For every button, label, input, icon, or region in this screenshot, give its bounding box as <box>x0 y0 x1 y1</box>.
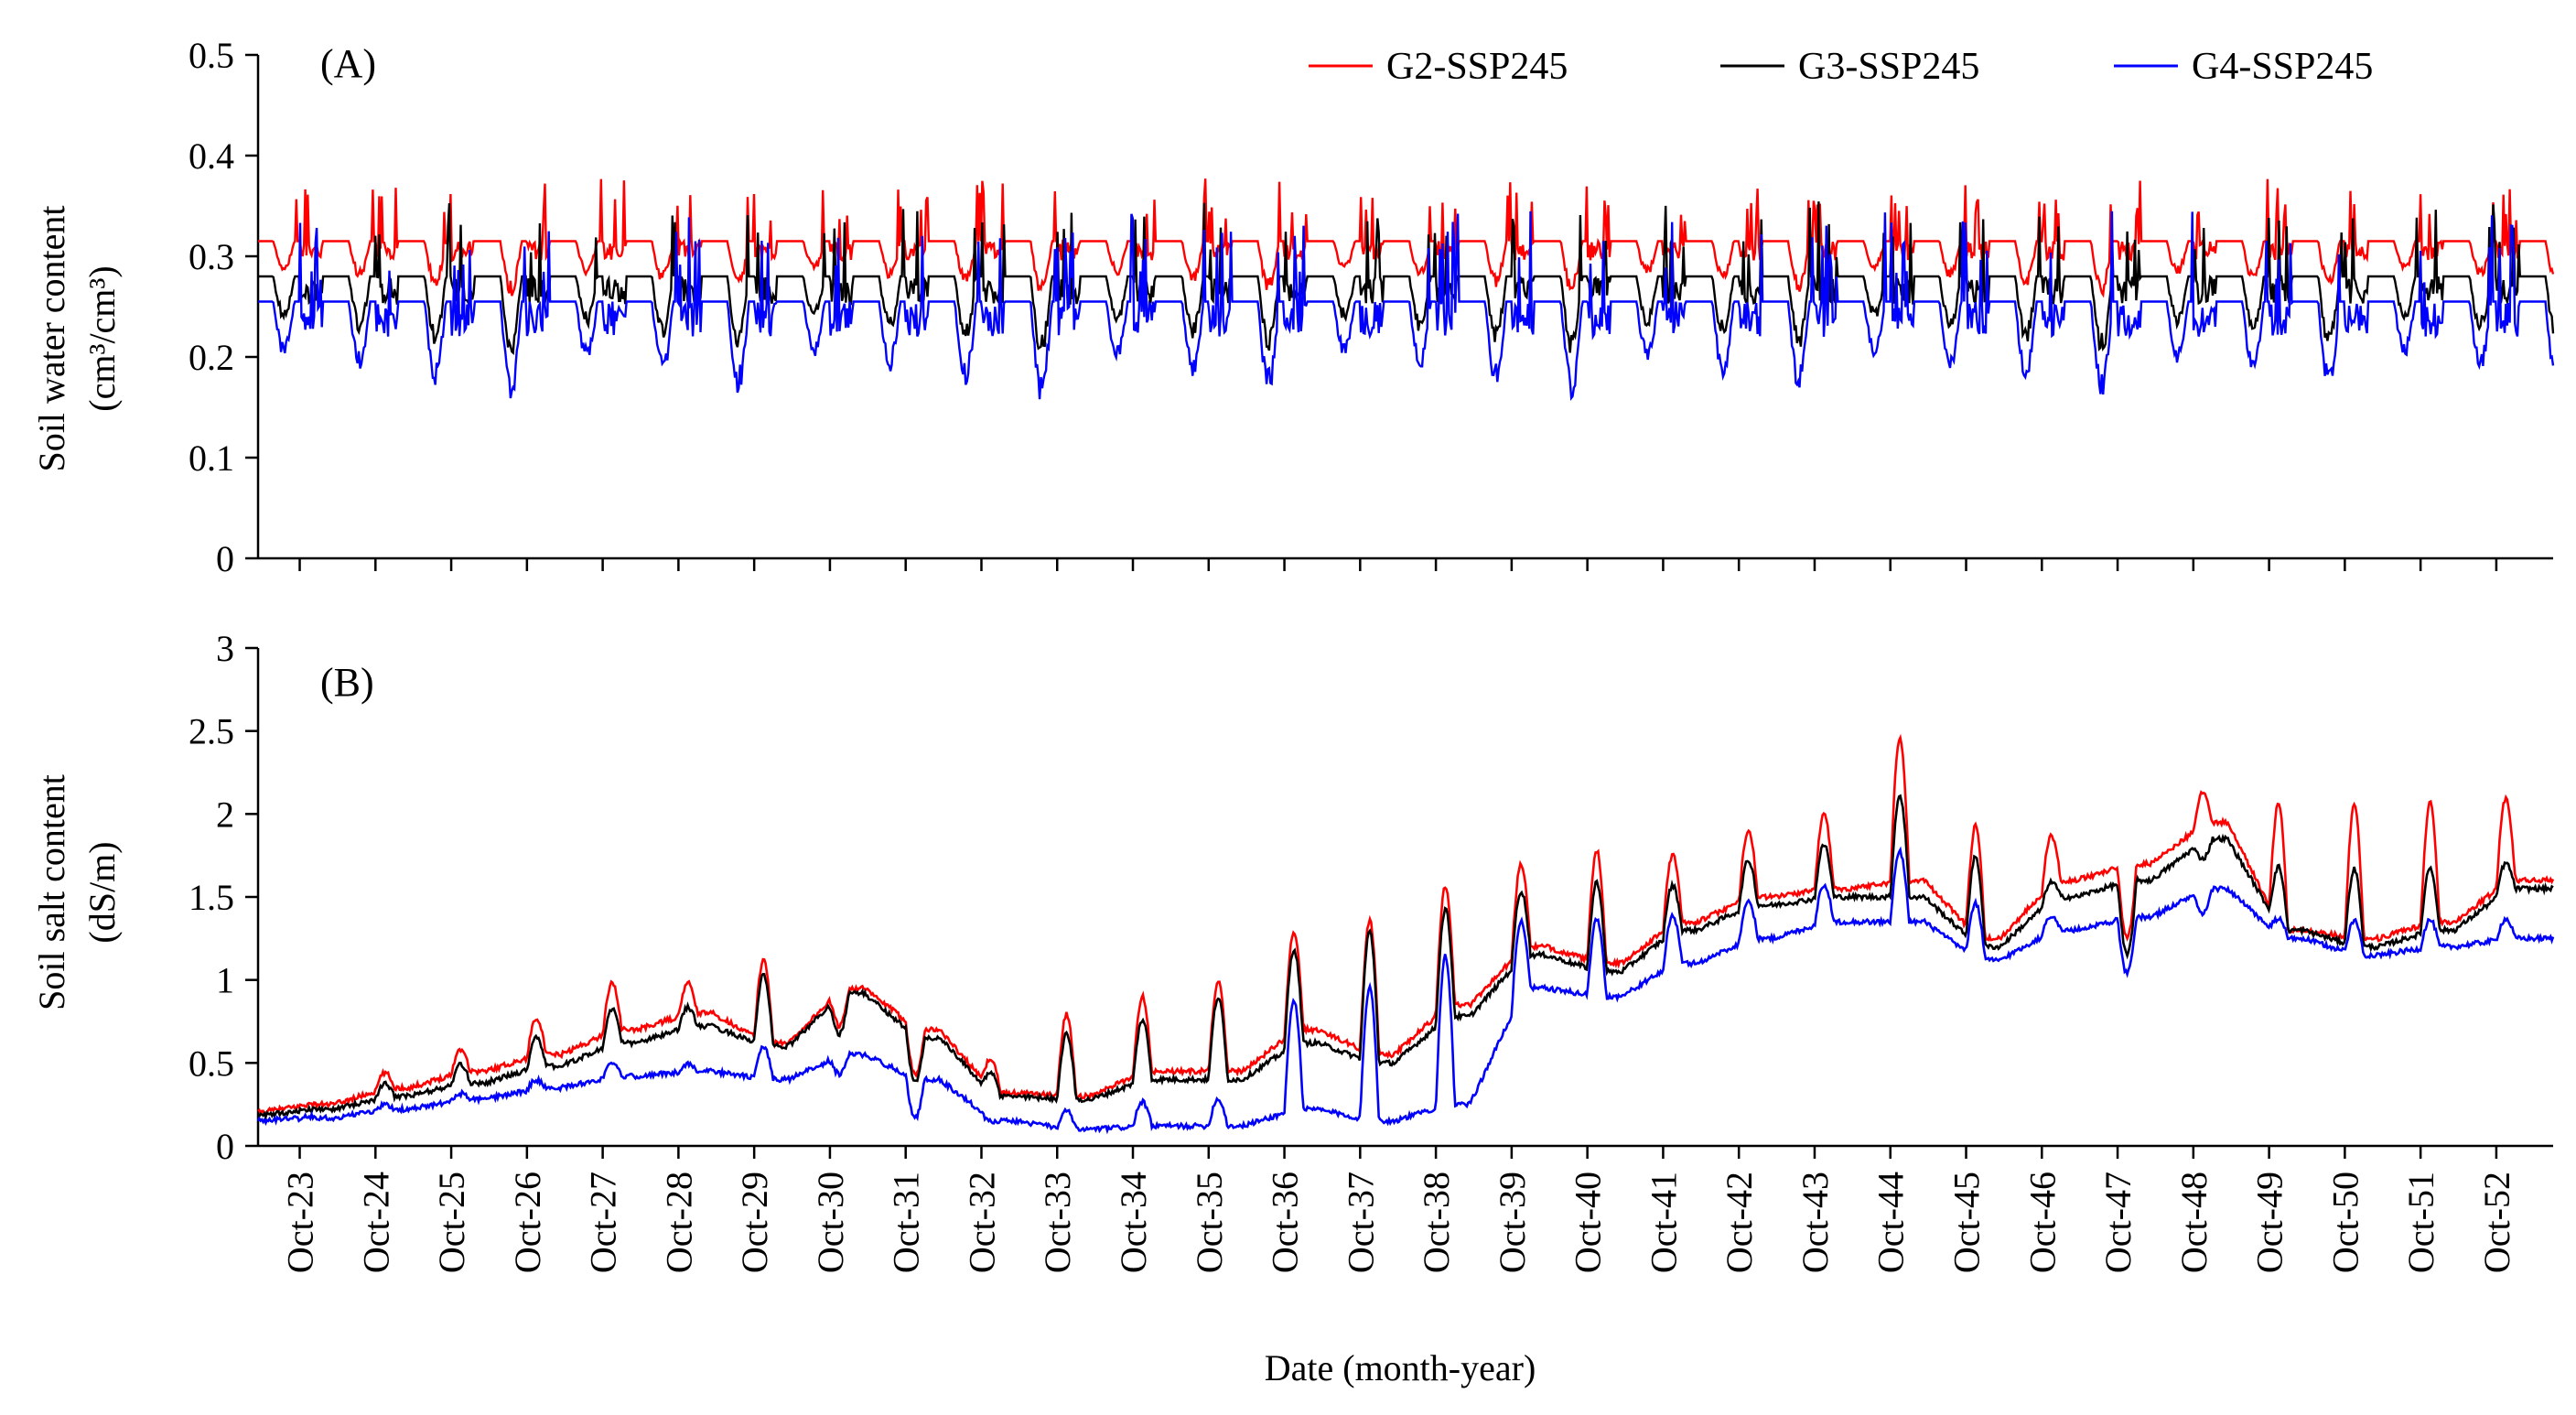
x-tick-label: Oct-35 <box>1189 1172 1230 1273</box>
x-tick-label: Oct-37 <box>1340 1172 1381 1273</box>
panel-a-ylabel: Soil water content <box>31 205 72 471</box>
x-tick-label: Oct-42 <box>1719 1172 1760 1273</box>
x-tick-label: Oct-32 <box>961 1172 1002 1273</box>
legend: G2-SSP245 G3-SSP245 G4-SSP245 <box>1309 46 2373 88</box>
panel-b-series-g4-ssp245 <box>256 846 2555 1135</box>
panel-a-ytick-label: 0.4 <box>189 135 234 177</box>
x-tick-label: Oct-27 <box>583 1172 624 1273</box>
panel-a-ytick-label: 0.1 <box>189 437 234 479</box>
panel-a-ytick-label: 0.3 <box>189 236 234 277</box>
panel-b-ytick-label: 1 <box>216 960 234 1001</box>
x-tick-label: Oct-44 <box>1870 1172 1912 1273</box>
panel-a-series-g3-ssp245 <box>258 201 2555 355</box>
x-tick-label: Oct-43 <box>1795 1172 1836 1273</box>
x-tick-label: Oct-46 <box>2021 1172 2063 1273</box>
x-axis-label: Date (month-year) <box>1265 1347 1536 1388</box>
panel-b-ytick-label: 3 <box>216 628 234 669</box>
panel-b-ytick-label: 0.5 <box>189 1042 234 1084</box>
panel-b-ytick-label: 0 <box>216 1126 234 1167</box>
x-tick-label: Oct-29 <box>734 1172 775 1273</box>
panel-a-series-g4-ssp245 <box>258 211 2555 401</box>
panel-a-ytick-label: 0.2 <box>189 337 234 378</box>
panel-b-tag: (B) <box>320 660 374 705</box>
x-tick-label: Oct-45 <box>1946 1172 1988 1273</box>
x-tick-label: Oct-26 <box>507 1172 548 1273</box>
x-tick-label: Oct-52 <box>2476 1172 2517 1273</box>
panel-b-ytick-label: 2.5 <box>189 711 234 752</box>
panel-a-series-g2-ssp245 <box>258 178 2555 298</box>
x-tick-label: Oct-39 <box>1492 1172 1533 1273</box>
x-tick-label: Oct-23 <box>280 1172 321 1273</box>
x-tick-label: Oct-34 <box>1113 1172 1154 1273</box>
x-tick-label: Oct-49 <box>2249 1172 2290 1273</box>
panel-b-series-g2-ssp245 <box>257 733 2555 1117</box>
x-tick-label: Oct-28 <box>658 1172 699 1273</box>
panel-a-tag: (A) <box>320 41 376 86</box>
x-tick-label: Oct-33 <box>1037 1172 1078 1273</box>
x-tick-label: Oct-24 <box>355 1172 396 1273</box>
panel-b-series-g3-ssp245 <box>257 794 2554 1121</box>
legend-g4-label: G4-SSP245 <box>2192 46 2373 88</box>
legend-g3-label: G3-SSP245 <box>1798 46 1979 88</box>
panel-a-ytick-label: 0.5 <box>189 35 234 76</box>
panel-b-ytick-label: 2 <box>216 794 234 835</box>
x-tick-label: Oct-47 <box>2097 1172 2139 1273</box>
x-tick-label: Oct-51 <box>2400 1172 2441 1273</box>
x-tick-label: Oct-25 <box>431 1172 472 1273</box>
x-tick-label: Oct-40 <box>1568 1172 1609 1273</box>
panel-a-ytick-label: 0 <box>216 538 234 579</box>
x-tick-label: Oct-38 <box>1416 1172 1457 1273</box>
panel-b-yunit: (dS/m) <box>81 841 123 943</box>
panel-b-ylabel: Soil salt content <box>31 774 72 1010</box>
panel-b-soil-salt: (B) Soil salt content (dS/m) 0 0.5 1 1.5 2 2.… <box>31 628 2555 1273</box>
panel-b-ytick-label: 1.5 <box>189 877 234 918</box>
x-tick-label: Oct-31 <box>886 1172 927 1273</box>
x-tick-label: Oct-48 <box>2173 1172 2215 1273</box>
x-tick-label: Oct-36 <box>1265 1172 1306 1273</box>
legend-g2-label: G2-SSP245 <box>1386 46 1568 88</box>
panel-a-yunit: (cm³/cm³) <box>81 265 123 411</box>
x-tick-label: Oct-50 <box>2324 1172 2366 1273</box>
x-tick-label: Oct-41 <box>1643 1172 1684 1273</box>
panel-a-soil-water: (A) Soil water content (cm³/cm³) G2-SSP2… <box>31 35 2555 579</box>
x-tick-label: Oct-30 <box>810 1172 851 1273</box>
